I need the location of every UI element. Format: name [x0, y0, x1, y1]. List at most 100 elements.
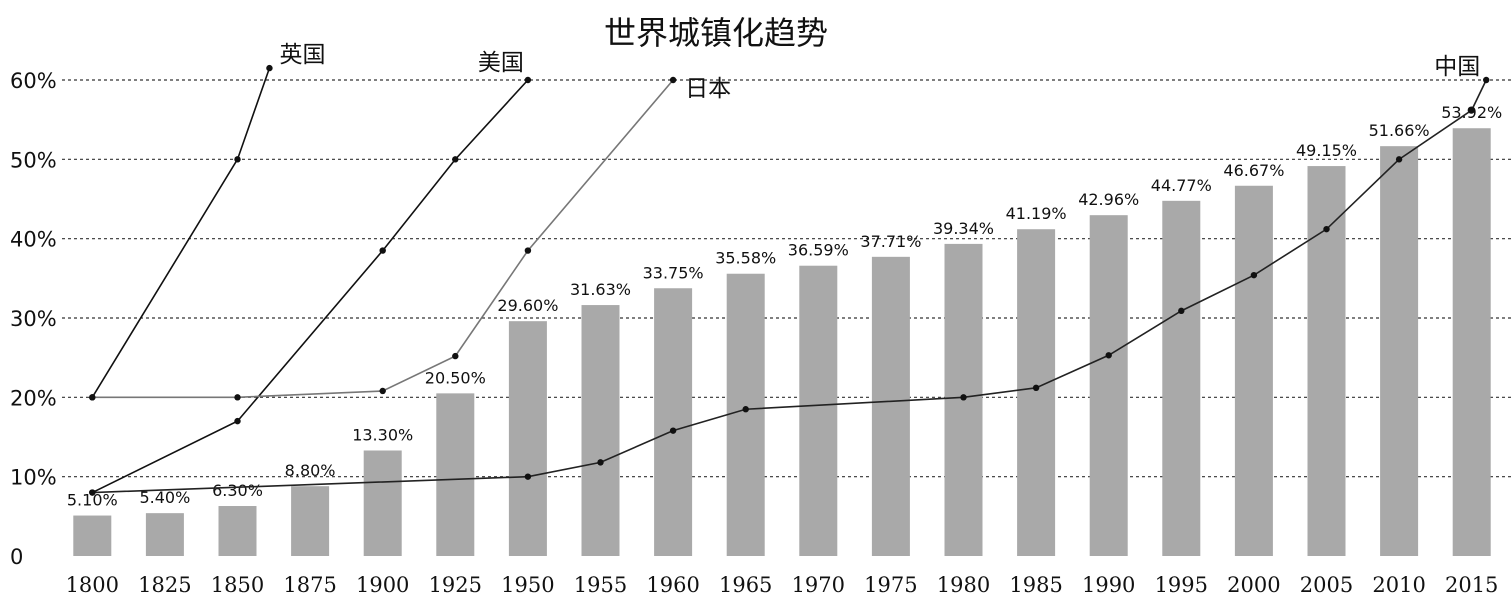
- series-point: [1105, 352, 1112, 359]
- x-tick-label: 1800: [66, 573, 119, 597]
- bar-value-label: 6.30%: [212, 481, 263, 500]
- bar-value-label: 36.59%: [788, 241, 849, 260]
- bar-value-label: 13.30%: [352, 425, 413, 444]
- bar: [436, 393, 475, 556]
- series-label: 英国: [279, 42, 325, 68]
- series-point: [1483, 76, 1490, 84]
- x-tick-label: 1995: [1155, 573, 1208, 597]
- bar: [363, 450, 402, 556]
- x-tick-label: 1950: [501, 573, 554, 597]
- series-line: [91, 67, 271, 398]
- bar-value-label: 49.15%: [1296, 141, 1357, 160]
- series-point: [524, 76, 532, 84]
- bar-value-label: 31.63%: [570, 280, 631, 299]
- series-point: [1468, 106, 1475, 114]
- series-point: [960, 394, 967, 401]
- y-tick-label: 10%: [10, 466, 57, 490]
- bar-value-label: 8.80%: [285, 461, 336, 480]
- series-point: [89, 489, 96, 496]
- bar: [1017, 229, 1056, 556]
- chart-title: 世界城镇化趋势: [604, 14, 828, 52]
- axis-ticks: 0 10% 20% 30% 40% 50% 60% 1800 1825 1850 1875 1900 1…: [10, 69, 1498, 597]
- bar-value-label: 41.19%: [1006, 204, 1067, 223]
- y-tick-label: 50%: [10, 148, 57, 172]
- x-tick-label: 1965: [719, 573, 772, 597]
- series-point: [234, 417, 241, 425]
- x-tick-label: 1975: [864, 573, 917, 597]
- series-label: 美国: [478, 50, 524, 76]
- series-point: [597, 459, 604, 466]
- x-tick-label: 1985: [1009, 573, 1062, 597]
- bar: [1234, 185, 1273, 556]
- series-point: [1395, 156, 1403, 163]
- bar-value-label: 33.75%: [643, 263, 704, 282]
- bar-value-label: 51.66%: [1369, 121, 1430, 140]
- bar: [218, 506, 257, 556]
- x-tick-label: 2005: [1300, 573, 1353, 597]
- x-tick-label: 1980: [937, 573, 990, 597]
- x-tick-label: 1955: [574, 573, 627, 597]
- bar: [799, 265, 838, 556]
- bar-value-label: 20.50%: [425, 368, 486, 387]
- bar: [73, 515, 112, 556]
- series-point: [379, 387, 386, 395]
- bar-value-label: 29.60%: [497, 296, 558, 315]
- bar: [1380, 146, 1419, 556]
- bar: [291, 486, 330, 556]
- series-line: [92, 79, 674, 399]
- series-point: [234, 156, 241, 163]
- bar: [871, 256, 910, 556]
- bar-series: 5.10% 5.40% 6.30% 8.80% 13.30% 20.50% 29.60% 31…: [67, 103, 1502, 557]
- series-point: [1323, 225, 1330, 233]
- x-tick-label: 1900: [356, 573, 409, 597]
- bar: [1162, 200, 1201, 557]
- x-tick-label: 2000: [1227, 573, 1280, 597]
- bar: [1089, 215, 1128, 556]
- grid-lines: [62, 79, 1512, 478]
- bar: [1307, 166, 1346, 556]
- x-tick-label: 1970: [792, 573, 845, 597]
- bar: [1452, 128, 1491, 556]
- series-point: [1178, 307, 1185, 315]
- series-point: [266, 64, 273, 72]
- bar-value-label: 5.40%: [139, 488, 190, 507]
- y-tick-label: 20%: [10, 386, 57, 410]
- bar: [508, 321, 547, 556]
- x-tick-label: 2010: [1372, 573, 1425, 597]
- x-tick-label: 2015: [1445, 573, 1498, 597]
- series-point: [524, 247, 532, 254]
- y-tick-label: 30%: [10, 307, 57, 331]
- bar-value-label: 37.71%: [860, 232, 921, 251]
- x-tick-label: 1925: [429, 573, 482, 597]
- series-point: [89, 394, 96, 401]
- series-label: 日本: [685, 76, 731, 102]
- bar: [726, 273, 765, 556]
- bar-value-label: 46.67%: [1223, 161, 1284, 180]
- series-point: [669, 427, 677, 434]
- bar: [581, 305, 620, 556]
- x-tick-label: 1875: [283, 573, 336, 597]
- y-tick-label: 0: [10, 545, 23, 569]
- x-tick-label: 1990: [1082, 573, 1135, 597]
- y-tick-label: 40%: [10, 228, 57, 252]
- x-tick-label: 1850: [211, 573, 264, 597]
- series-point: [379, 247, 386, 254]
- bar-value-label: 44.77%: [1151, 176, 1212, 195]
- series-point: [524, 473, 532, 480]
- bar: [654, 288, 693, 556]
- bar-value-label: 5.10%: [67, 491, 118, 510]
- series-point: [452, 156, 459, 163]
- series-point: [669, 76, 677, 84]
- series-point: [1250, 271, 1258, 279]
- y-tick-label: 60%: [10, 69, 57, 93]
- series-label: 中国: [1434, 54, 1480, 80]
- series-point: [742, 406, 749, 413]
- bar-value-label: 39.34%: [933, 219, 994, 238]
- bar: [145, 513, 184, 556]
- bar-value-label: 42.96%: [1078, 190, 1139, 209]
- series-line: [92, 79, 1487, 494]
- x-tick-label: 1825: [138, 573, 191, 597]
- x-tick-label: 1960: [646, 573, 699, 597]
